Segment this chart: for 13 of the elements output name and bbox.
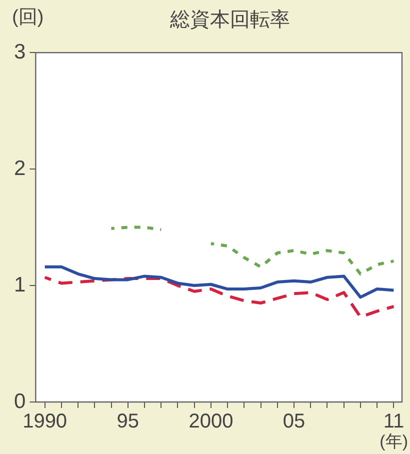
y-tick-label: 3 [14,40,26,64]
x-tick-label: 11 [383,410,404,433]
y-tick-label: 0 [14,390,26,413]
x-tick-label: 05 [282,410,306,433]
x-tick-label: 95 [116,410,140,433]
y-tick-label: 1 [14,273,26,296]
x-tick-label: 2000 [188,410,234,433]
y-axis-title: (回) [12,6,44,30]
line-series [43,276,396,318]
x-tick-label: 1990 [22,410,68,433]
x-axis-title: (年) [380,431,408,453]
chart-title: 総資本回転率 [169,8,291,33]
y-tick-label: 2 [14,156,26,180]
